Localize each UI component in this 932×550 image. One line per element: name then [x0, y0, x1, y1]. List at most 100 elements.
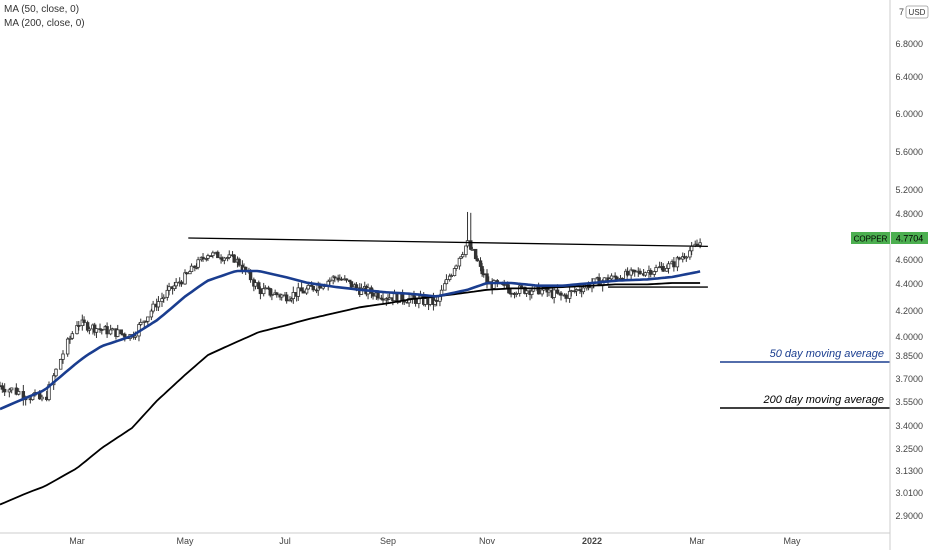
ma50-annotation: 50 day moving average [770, 348, 884, 360]
candle [261, 282, 266, 297]
candle [108, 324, 113, 336]
resistance-trendline[interactable] [188, 237, 708, 248]
price-tick-label: 2.9000 [895, 511, 923, 521]
candle [284, 291, 289, 304]
candle [263, 285, 268, 290]
candle [661, 263, 665, 272]
candle [77, 320, 81, 331]
candle [7, 387, 12, 398]
candle [509, 288, 513, 298]
candle [211, 250, 215, 259]
candle [82, 316, 86, 326]
candle [167, 282, 171, 296]
price-tick-label: 5.6000 [895, 147, 923, 157]
candle [428, 297, 432, 307]
candle [160, 292, 164, 307]
candle [597, 273, 601, 287]
candle [311, 285, 315, 292]
time-tick-label: May [783, 536, 801, 546]
candle [70, 331, 75, 340]
candle [675, 255, 680, 272]
candle [258, 286, 263, 300]
price-tick-label: 4.4000 [895, 279, 923, 289]
candle [638, 268, 642, 275]
time-tick-label: Nov [479, 536, 496, 546]
candle [482, 268, 486, 278]
candle [196, 256, 200, 270]
candle [116, 324, 120, 338]
candle [183, 269, 187, 285]
candle [110, 327, 115, 331]
chart-overlay: 50 day moving average 200 day moving aver… [188, 237, 890, 409]
candle [514, 291, 518, 298]
candle [609, 273, 614, 281]
candle [40, 394, 44, 402]
price-tick-label: 6.8000 [895, 39, 923, 49]
candle [2, 383, 7, 397]
candle [524, 289, 529, 297]
series-lines [0, 269, 701, 506]
time-tick-label: May [176, 536, 194, 546]
candle [569, 289, 574, 297]
candle [85, 320, 90, 333]
price-tick-label: 3.4000 [895, 421, 923, 431]
candle [94, 328, 99, 338]
price-tick-label: 3.1300 [895, 466, 923, 476]
symbol-tag-label: COPPER [854, 235, 888, 244]
candle [201, 253, 205, 262]
price-tag-value: 4.7704 [896, 234, 924, 244]
candle [444, 274, 449, 285]
time-tick-label: Jul [279, 536, 291, 546]
candle [633, 269, 637, 277]
candle [567, 286, 572, 303]
ma50-line[interactable] [0, 269, 701, 411]
candle [222, 256, 227, 265]
time-tick-label: 2022 [582, 536, 602, 546]
ma200-line[interactable] [0, 282, 701, 506]
candle [75, 321, 79, 335]
candle [216, 250, 220, 259]
time-axis[interactable]: Mar May Jul Sep Nov 2022 Mar May [0, 532, 890, 546]
price-tick-label: 4.6000 [895, 255, 923, 265]
candle [331, 274, 335, 285]
candle [381, 292, 385, 304]
candle [336, 274, 340, 283]
candle [457, 257, 462, 270]
legend-ma50[interactable]: MA (50, close, 0) [4, 4, 80, 15]
price-tick-label: 3.0100 [895, 488, 923, 498]
candle [257, 280, 261, 290]
candle [189, 263, 194, 273]
currency-box[interactable] [905, 5, 929, 19]
candle [574, 288, 579, 296]
price-tag[interactable]: COPPER 4.7704 [851, 232, 928, 244]
price-tag-bg [891, 232, 928, 244]
candle [105, 322, 109, 338]
candle [16, 388, 21, 396]
price-tick-label: 4.0000 [895, 332, 923, 342]
candle [344, 278, 349, 283]
candle [61, 350, 65, 364]
candle [0, 382, 5, 393]
candle [123, 332, 127, 342]
candle [237, 257, 241, 267]
legend-ma200[interactable]: MA (200, close, 0) [4, 18, 85, 29]
candle [184, 271, 189, 275]
price-axis[interactable]: 6.8000 6.4000 6.0000 5.6000 5.2000 4.8000 4.60… [851, 0, 929, 550]
price-tick-label: 4.8000 [895, 209, 923, 219]
candle [465, 211, 470, 248]
candle [100, 328, 104, 335]
candle [643, 271, 648, 277]
candle [695, 239, 699, 246]
price-tick-label: 5.2000 [895, 185, 923, 195]
candle [502, 279, 506, 290]
candle [299, 282, 304, 292]
candle [470, 246, 475, 251]
candle [174, 278, 178, 289]
symbol-tag-bg [851, 232, 890, 244]
candle [280, 293, 284, 301]
candle [666, 261, 671, 274]
price-tick-label: 3.2500 [895, 444, 923, 454]
price-tick-label: 3.5500 [895, 397, 923, 407]
candle [672, 257, 676, 272]
